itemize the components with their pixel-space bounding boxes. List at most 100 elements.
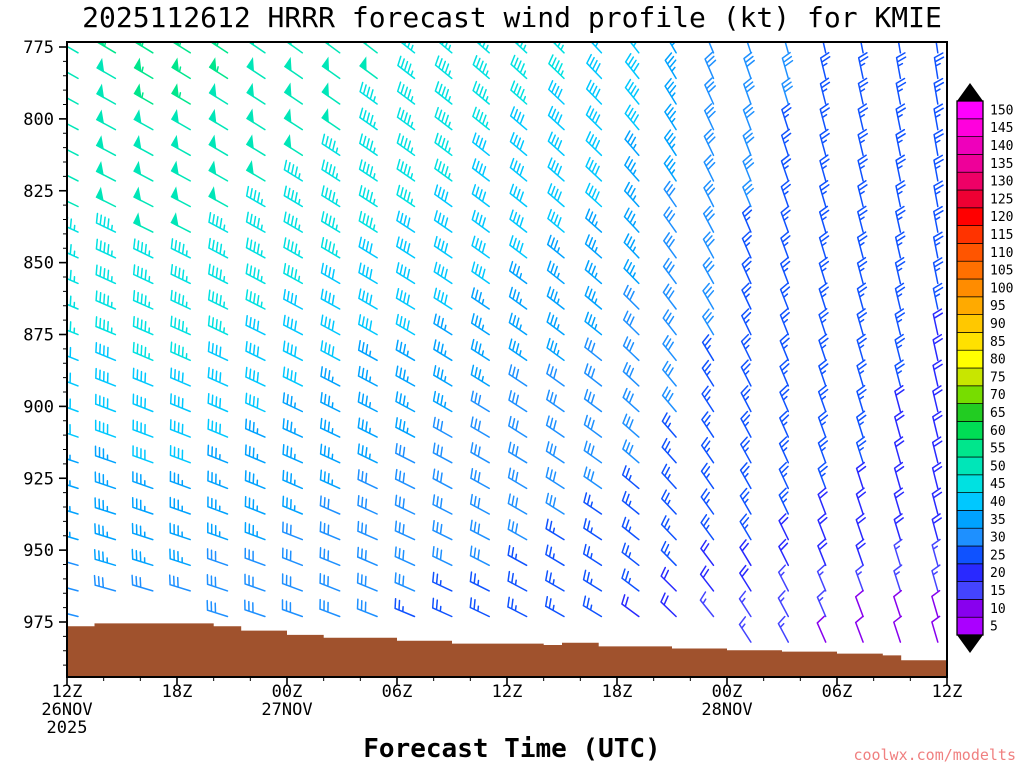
wind-barb: [394, 468, 416, 490]
wind-barb: [395, 391, 416, 413]
wind-barb: [779, 410, 790, 438]
wind-barb: [661, 489, 677, 515]
wind-barb: [395, 365, 416, 387]
wind-barb: [94, 523, 117, 541]
wind-barb: [472, 80, 490, 105]
wind-barb: [396, 236, 416, 259]
wind-barb: [743, 51, 755, 80]
wind-barb: [931, 615, 941, 643]
wind-barb: [208, 237, 229, 259]
wind-barb: [931, 589, 941, 618]
colorbar-tick-label: 55: [990, 442, 1006, 457]
wind-barb: [207, 367, 229, 387]
wind-barb: [245, 289, 266, 310]
wind-barb: [700, 436, 715, 464]
colorbar-tick-label: 90: [990, 317, 1006, 332]
wind-barb: [816, 589, 827, 618]
wind-barb: [818, 231, 830, 259]
wind-barb: [857, 128, 868, 157]
wind-barb: [394, 572, 416, 592]
wind-barb: [933, 52, 945, 80]
wind-barb: [507, 467, 528, 490]
wind-barb: [68, 424, 79, 438]
wind-barb: [357, 391, 378, 413]
wind-barb: [664, 103, 677, 131]
colorbar-segment: [956, 492, 984, 511]
colorbar-segment: [956, 154, 984, 173]
wind-barb: [211, 43, 229, 54]
wind-barb: [893, 436, 905, 464]
wind-barb: [94, 471, 117, 490]
wind-barb: [857, 52, 869, 80]
y-tick-label: 775: [23, 38, 54, 58]
wind-barb: [740, 410, 752, 438]
wind-barb: [933, 129, 944, 157]
wind-barb: [281, 547, 304, 567]
wind-barb: [582, 543, 603, 567]
wind-barb: [510, 80, 528, 105]
wind-barb: [621, 594, 640, 618]
colorbar-tick-label: 30: [990, 531, 1006, 546]
wind-barb: [704, 77, 716, 105]
wind-barb: [741, 256, 752, 285]
wind-barb: [856, 282, 868, 310]
wind-barb: [818, 282, 829, 310]
wind-barb: [623, 207, 640, 233]
wind-barb: [395, 313, 416, 336]
wind-barb: [283, 288, 304, 310]
chart-title: 2025112612 HRRR forecast wind profile (k…: [82, 1, 942, 34]
colorbar-tick-label: 40: [990, 495, 1006, 510]
wind-barb: [469, 597, 490, 618]
wind-barb: [470, 390, 490, 413]
wind-barb: [931, 461, 943, 490]
wind-barb: [894, 333, 905, 362]
wind-barb: [320, 262, 341, 285]
wind-barb: [431, 597, 453, 618]
wind-barb: [738, 590, 752, 618]
wind-barb: [857, 77, 869, 105]
wind-barb: [780, 128, 792, 157]
wind-barb: [244, 444, 266, 464]
wind-barb: [857, 103, 869, 131]
colorbar-tick-label: 135: [990, 157, 1013, 172]
wind-barb: [932, 282, 944, 310]
wind-barb: [780, 179, 791, 208]
wind-barb: [662, 335, 677, 362]
wind-barb: [93, 549, 117, 567]
wind-barb: [394, 546, 416, 567]
wind-barb: [662, 360, 677, 387]
wind-barb: [663, 155, 677, 182]
wind-barb: [358, 314, 378, 336]
wind-barb: [396, 158, 416, 182]
wind-barb: [624, 156, 640, 182]
wind-barb: [396, 133, 416, 157]
colorbar-segment: [956, 421, 984, 440]
colorbar-segment: [956, 403, 984, 422]
wind-barb: [476, 43, 490, 54]
x-tick-label: 00Z: [712, 682, 743, 702]
wind-barb-pennant: [59, 112, 65, 123]
wind-barb: [582, 595, 603, 618]
wind-barb: [284, 91, 304, 105]
wind-barb: [855, 564, 865, 592]
wind-barb: [394, 598, 416, 618]
wind-barb: [68, 346, 79, 362]
wind-barb: [320, 288, 341, 310]
wind-barb: [133, 66, 154, 80]
wind-barb: [780, 256, 791, 285]
wind-barb: [471, 184, 490, 208]
wind-barb: [510, 54, 528, 80]
wind-barb: [895, 154, 906, 182]
colorbar-tick-label: 5: [990, 620, 998, 635]
wind-barb: [245, 315, 266, 336]
wind-barb: [661, 463, 677, 490]
wind-barb: [432, 416, 453, 438]
y-tick-label: 800: [23, 110, 54, 130]
wind-barb: [438, 43, 453, 54]
wind-barb: [470, 313, 490, 336]
wind-barb: [818, 333, 829, 362]
wind-barb: [893, 513, 904, 541]
wind-barb: [509, 183, 528, 208]
wind-barb: [741, 231, 752, 259]
wind-barb: [622, 362, 640, 387]
